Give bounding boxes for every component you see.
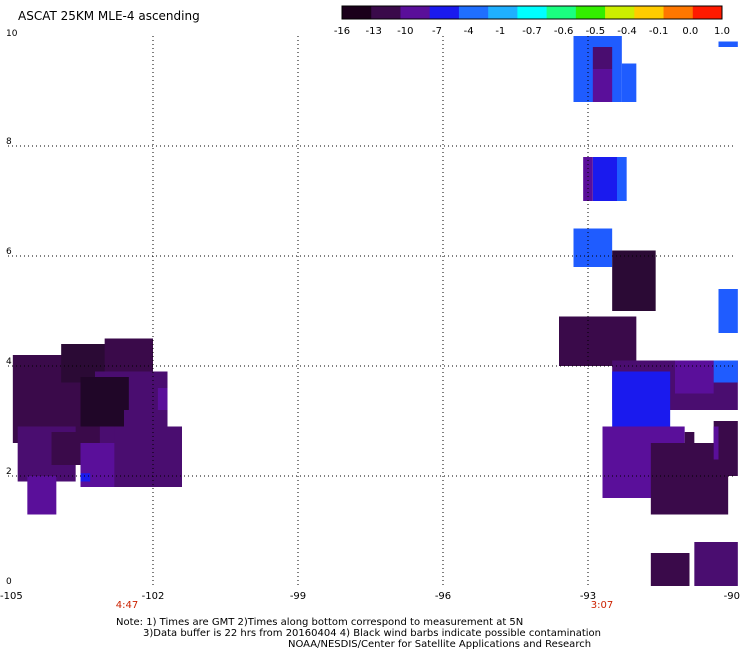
wind-cell xyxy=(124,410,153,443)
x-tick-label: -90 xyxy=(724,591,740,602)
colorbar: -16 -13 -10 -7 -4 -1 -0.7 -0.6 -0.5 -0.4 -0.1 0.0 1.… xyxy=(334,5,730,37)
y-tick-label: 0 xyxy=(6,577,12,587)
colorbar-label: -1 xyxy=(495,26,505,37)
wind-cell xyxy=(612,371,671,427)
x-tick-label: -102 xyxy=(142,591,165,602)
wind-cell xyxy=(617,157,627,201)
colorbar-label: -0.1 xyxy=(649,26,669,37)
colorbar-swatch xyxy=(663,6,694,19)
wind-cell xyxy=(27,476,57,515)
colorbar-swatch xyxy=(634,6,665,19)
y-axis: 0 2 4 6 8 10 xyxy=(6,29,18,587)
colorbar-swatch xyxy=(546,6,577,19)
wind-cell xyxy=(713,360,738,383)
colorbar-swatch xyxy=(575,6,606,19)
wind-cell xyxy=(80,473,91,482)
wind-cell xyxy=(592,47,613,69)
colorbar-swatch xyxy=(692,6,723,19)
wind-cell xyxy=(157,388,168,410)
colorbar-swatch xyxy=(400,6,431,19)
wind-cell xyxy=(694,542,738,586)
x-axis: -105 -102 -99 -96 -93 -90 xyxy=(0,591,740,602)
y-tick-label: 4 xyxy=(6,357,12,367)
colorbar-swatch xyxy=(488,6,518,19)
wind-cell xyxy=(559,316,637,366)
wind-cell xyxy=(718,289,738,333)
wind-cell xyxy=(650,553,690,586)
y-tick-label: 8 xyxy=(6,137,12,147)
colorbar-swatch xyxy=(342,6,372,19)
colorbar-swatch xyxy=(605,6,635,19)
wind-cell xyxy=(675,360,714,394)
colorbar-label: -7 xyxy=(432,26,442,37)
colorbar-label: -13 xyxy=(365,26,381,37)
wind-cell xyxy=(573,228,613,267)
x-tick-label: -93 xyxy=(580,591,596,602)
colorbar-label: -4 xyxy=(464,26,474,37)
wind-cell xyxy=(612,250,656,311)
colorbar-swatch xyxy=(458,6,489,19)
colorbar-label: 1.0 xyxy=(714,26,730,37)
x-tick-label: -96 xyxy=(435,591,451,602)
colorbar-label: -0.6 xyxy=(554,26,574,37)
y-tick-label: 2 xyxy=(6,467,12,477)
wind-cell xyxy=(583,157,593,201)
wind-cell xyxy=(713,426,719,460)
wind-cell xyxy=(592,69,613,102)
colorbar-label: -0.4 xyxy=(617,26,637,37)
colorbar-label: -16 xyxy=(334,26,350,37)
colorbar-swatch xyxy=(517,6,548,19)
y-tick-label: 10 xyxy=(6,29,18,39)
note-line-1: Note: 1) Times are GMT 2)Times along bot… xyxy=(116,617,523,628)
wind-cell xyxy=(718,41,738,47)
x-tick-label: -99 xyxy=(290,591,306,602)
time-label-right: 3:07 xyxy=(591,600,613,611)
chart-title: ASCAT 25KM MLE-4 ascending xyxy=(18,9,200,23)
y-tick-label: 6 xyxy=(6,247,12,257)
colorbar-label: -0.5 xyxy=(586,26,606,37)
colorbar-swatch xyxy=(429,6,460,19)
wind-cell xyxy=(80,377,129,427)
x-tick-label: -105 xyxy=(0,591,23,602)
colorbar-label: 0.0 xyxy=(682,26,698,37)
wind-cell xyxy=(592,157,617,201)
colorbar-label: -10 xyxy=(397,26,413,37)
colorbar-swatch xyxy=(371,6,401,19)
colorbar-label: -0.7 xyxy=(522,26,542,37)
wind-cell xyxy=(104,338,153,372)
wind-cell xyxy=(621,63,637,102)
grid-lines xyxy=(8,36,733,586)
wind-cell xyxy=(684,432,695,476)
note-line-3: NOAA/NESDIS/Center for Satellite Applica… xyxy=(288,639,591,650)
time-label-left: 4:47 xyxy=(116,600,138,611)
note-line-2: 3)Data buffer is 22 hrs from 20160404 4)… xyxy=(143,628,601,639)
